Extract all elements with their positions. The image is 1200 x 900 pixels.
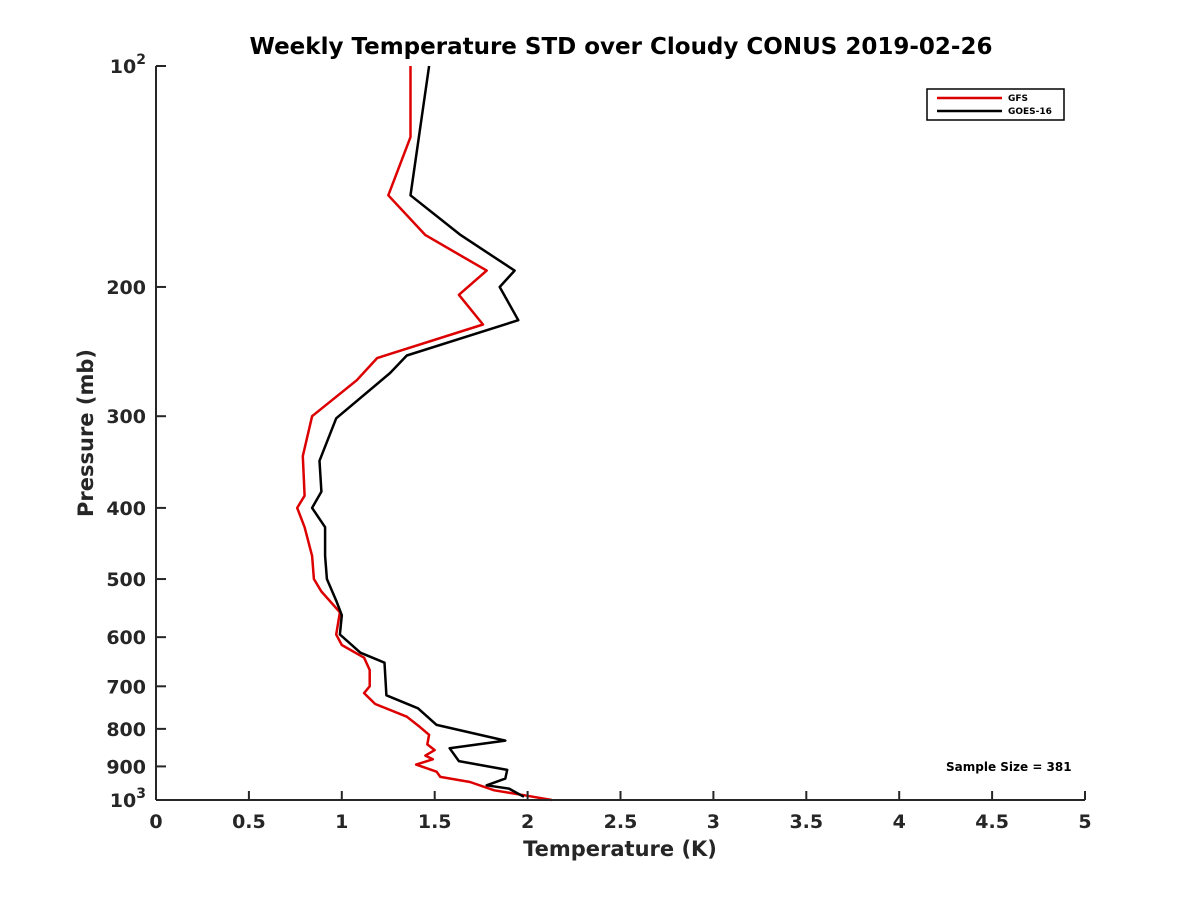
x-tick-label: 4.5 (975, 811, 1009, 833)
legend-box (926, 88, 1065, 121)
y-tick-label: 700 (106, 676, 146, 698)
sample-size-annotation: Sample Size = 381 (946, 760, 1072, 774)
x-tick-label: 2.5 (604, 811, 638, 833)
x-tick-label: 3 (707, 811, 720, 833)
legend: GFS GOES-16 (926, 88, 1065, 121)
y-tick-label: 200 (106, 277, 146, 299)
y-tick-label: 300 (106, 406, 146, 428)
y-tick-label: 900 (106, 756, 146, 778)
x-tick-label: 0 (149, 811, 162, 833)
x-tick-label: 2 (521, 811, 534, 833)
x-tick-label: 1 (335, 811, 348, 833)
legend-label-goes16: GOES-16 (1008, 107, 1052, 117)
y-axis-ticks: 102 200 300 400 500 600 700 800 900 103 (106, 52, 166, 812)
series-line-goes16 (310, 65, 525, 798)
y-tick-label: 800 (106, 719, 146, 741)
x-tick-label: 4 (893, 811, 906, 833)
x-axis-label: Temperature (K) (523, 837, 717, 861)
y-tick-label: 102 (110, 52, 146, 78)
x-tick-label: 1.5 (418, 811, 452, 833)
y-tick-label: 500 (106, 569, 146, 591)
legend-label-gfs: GFS (1008, 94, 1028, 104)
x-tick-label: 5 (1078, 811, 1091, 833)
x-axis-ticks: 0 0.5 1 1.5 2 2.5 3 3.5 4 4.5 5 (149, 791, 1092, 833)
series-layer (295, 65, 553, 802)
y-axis-label: Pressure (mb) (74, 349, 98, 517)
chart-title: Weekly Temperature STD over Cloudy CONUS… (250, 34, 993, 60)
y-tick-label: 400 (106, 498, 146, 520)
x-tick-label: 0.5 (232, 811, 266, 833)
x-tick-label: 3.5 (789, 811, 823, 833)
y-tick-label: 600 (106, 627, 146, 649)
series-line-gfs (295, 66, 553, 802)
y-tick-label: 103 (110, 786, 146, 812)
